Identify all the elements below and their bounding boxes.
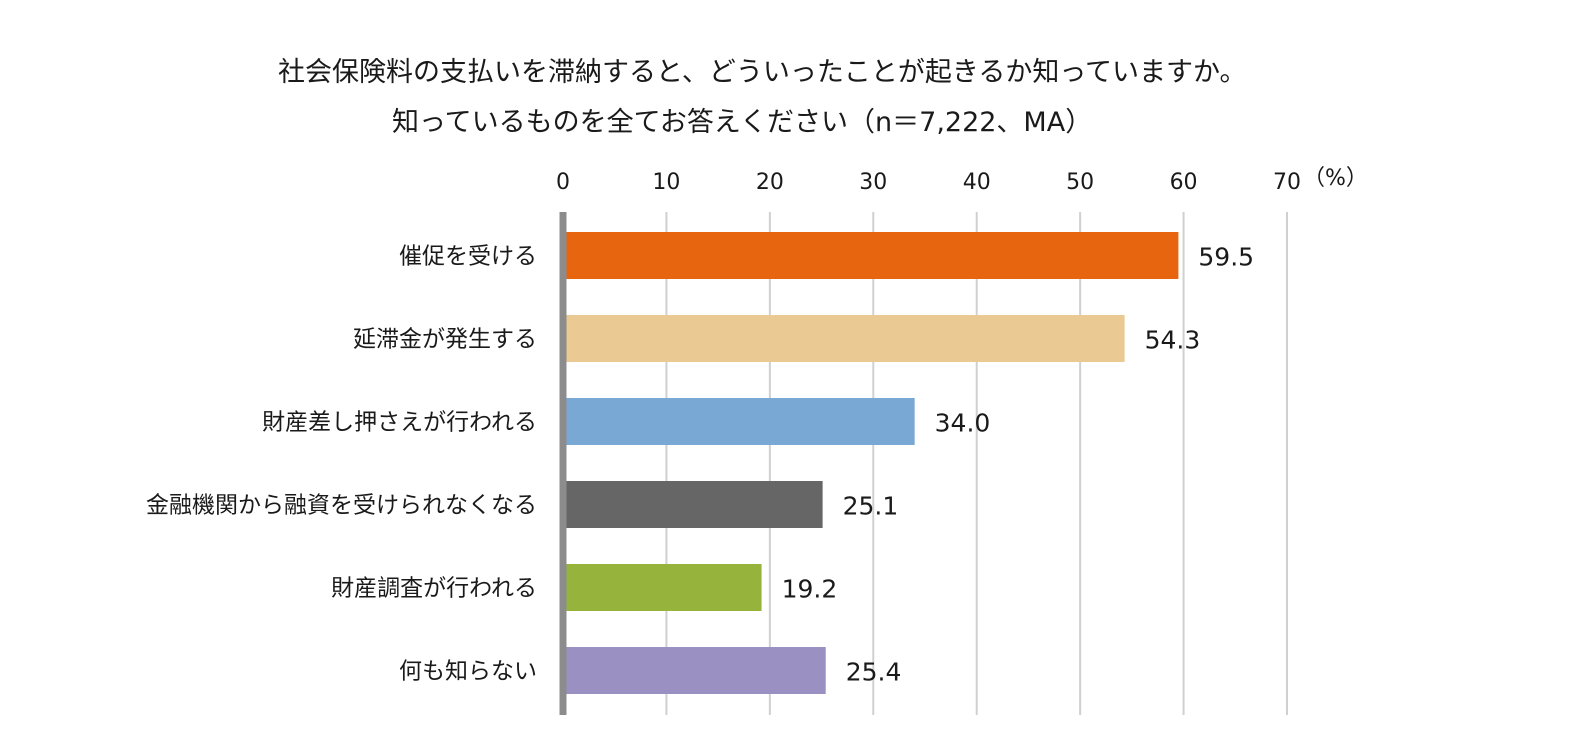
bar (563, 647, 826, 694)
bar (563, 315, 1125, 362)
chart-title: 社会保険料の支払いを滞納すると、どういったことが起きるか知っていますか。 (278, 57, 1247, 88)
data-label: 25.4 (846, 658, 902, 687)
x-tick-label: 20 (756, 170, 784, 195)
bar (563, 481, 823, 528)
category-label: 財産差し押さえが行われる (262, 410, 537, 436)
x-tick-label: 40 (963, 170, 991, 195)
chart-subtitle: 知っているものを全てお答えください（n＝7,222、MA） (392, 107, 1093, 138)
x-tick-label: 0 (556, 170, 570, 195)
x-tick-label: 60 (1170, 170, 1198, 195)
category-label: 金融機関から融資を受けられなくなる (146, 493, 537, 519)
data-label: 19.2 (782, 575, 838, 604)
category-label: 催促を受ける (399, 244, 537, 270)
bar (563, 564, 762, 611)
x-tick-label: 50 (1066, 170, 1094, 195)
bar (563, 398, 915, 445)
data-label: 54.3 (1145, 326, 1201, 355)
category-label: 財産調査が行われる (331, 576, 537, 602)
x-axis-unit-label: （%） (1303, 166, 1368, 191)
data-label: 34.0 (935, 409, 991, 438)
data-label: 25.1 (843, 492, 899, 521)
x-tick-label: 30 (859, 170, 887, 195)
data-label: 59.5 (1198, 243, 1254, 272)
category-label: 延滞金が発生する (353, 327, 537, 353)
category-label: 何も知らない (399, 659, 537, 685)
x-tick-label: 10 (652, 170, 680, 195)
bar (563, 232, 1179, 279)
x-tick-label: 70 (1273, 170, 1301, 195)
